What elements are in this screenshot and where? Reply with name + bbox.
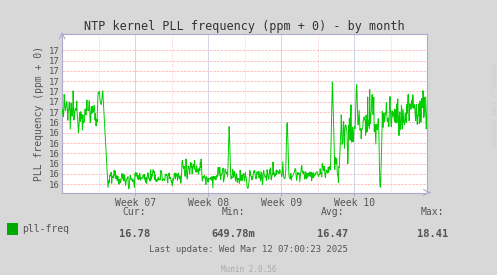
Text: 16.78: 16.78 bbox=[119, 229, 150, 239]
Text: pll-freq: pll-freq bbox=[22, 224, 70, 234]
Y-axis label: PLL frequency (ppm + 0): PLL frequency (ppm + 0) bbox=[34, 46, 44, 181]
Text: Last update: Wed Mar 12 07:00:23 2025: Last update: Wed Mar 12 07:00:23 2025 bbox=[149, 245, 348, 254]
Text: 16.47: 16.47 bbox=[318, 229, 348, 239]
Text: Max:: Max: bbox=[420, 207, 444, 217]
Title: NTP kernel PLL frequency (ppm + 0) - by month: NTP kernel PLL frequency (ppm + 0) - by … bbox=[84, 20, 405, 33]
Text: Cur:: Cur: bbox=[122, 207, 146, 217]
Text: RRDTOOL / TOBI OETIKER: RRDTOOL / TOBI OETIKER bbox=[491, 63, 496, 146]
Text: Min:: Min: bbox=[222, 207, 246, 217]
Text: Avg:: Avg: bbox=[321, 207, 345, 217]
Text: Munin 2.0.56: Munin 2.0.56 bbox=[221, 265, 276, 274]
Text: 649.78m: 649.78m bbox=[212, 229, 255, 239]
Text: 18.41: 18.41 bbox=[417, 229, 448, 239]
